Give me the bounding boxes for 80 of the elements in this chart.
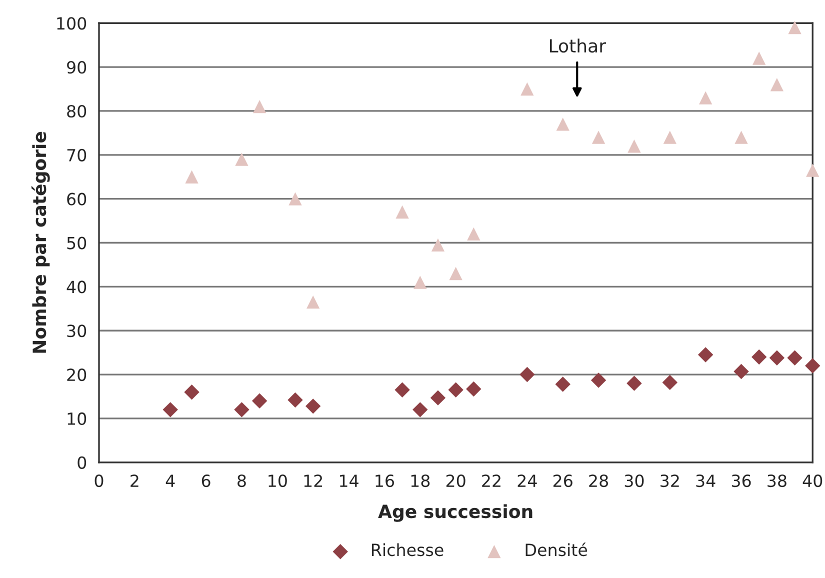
point bbox=[448, 382, 464, 398]
point bbox=[787, 350, 802, 366]
x-tick-label: 0 bbox=[94, 474, 104, 488]
legend-label: Richesse bbox=[372, 543, 444, 556]
legend-label: Densité bbox=[526, 542, 588, 556]
x-tick-label: 4 bbox=[166, 474, 175, 487]
x-tick-label: 38 bbox=[768, 474, 786, 488]
point bbox=[662, 374, 678, 390]
x-tick-label: 34 bbox=[696, 474, 716, 488]
point bbox=[252, 100, 266, 114]
y-tick-label: 40 bbox=[66, 280, 86, 294]
y-tick-label: 80 bbox=[67, 104, 86, 118]
point bbox=[306, 295, 320, 309]
point bbox=[234, 402, 250, 418]
point bbox=[788, 20, 802, 34]
point bbox=[430, 390, 446, 406]
x-tick-label: 2 bbox=[130, 474, 138, 487]
y-tick-label: 30 bbox=[67, 324, 86, 338]
x-tick-label: 10 bbox=[268, 474, 287, 488]
y-axis-title: Nombre par catégorie bbox=[31, 132, 50, 353]
point bbox=[751, 349, 767, 365]
point bbox=[556, 118, 570, 131]
y-tick-label: 100 bbox=[57, 17, 86, 30]
point bbox=[806, 164, 820, 177]
x-tick-label: 8 bbox=[238, 474, 246, 488]
point bbox=[698, 347, 714, 362]
point bbox=[288, 392, 303, 408]
point bbox=[770, 78, 784, 92]
point bbox=[414, 276, 427, 289]
point bbox=[431, 238, 445, 252]
point bbox=[466, 381, 482, 397]
point bbox=[805, 358, 820, 374]
annotation: Lothar bbox=[550, 38, 606, 53]
point bbox=[592, 130, 606, 144]
point bbox=[769, 350, 785, 366]
x-tick-label: 6 bbox=[202, 474, 210, 488]
y-tick-label: 20 bbox=[67, 368, 86, 382]
point bbox=[449, 266, 462, 280]
point bbox=[628, 140, 641, 153]
point bbox=[396, 205, 409, 219]
x-tick-label: 20 bbox=[446, 474, 466, 488]
point bbox=[663, 130, 676, 144]
y-tick-label: 50 bbox=[67, 236, 86, 250]
x-tick-label: 14 bbox=[340, 474, 358, 487]
x-tick-label: 28 bbox=[589, 474, 608, 488]
x-axis-title: Age succession bbox=[378, 504, 532, 522]
point bbox=[394, 382, 410, 398]
point bbox=[185, 170, 198, 184]
x-tick-label: 26 bbox=[553, 474, 572, 488]
point bbox=[467, 227, 480, 241]
point bbox=[520, 366, 535, 382]
y-tick-label: 60 bbox=[67, 192, 86, 206]
point bbox=[288, 192, 302, 206]
point bbox=[626, 376, 642, 391]
point bbox=[555, 376, 570, 392]
x-tick-label: 40 bbox=[802, 474, 822, 488]
x-tick-label: 16 bbox=[376, 474, 394, 488]
point bbox=[734, 364, 749, 380]
y-tick-label: 90 bbox=[67, 61, 86, 74]
x-tick-label: 36 bbox=[732, 474, 751, 488]
point bbox=[162, 402, 178, 418]
point bbox=[590, 372, 606, 388]
point bbox=[235, 152, 248, 166]
x-tick-label: 32 bbox=[660, 474, 679, 488]
point bbox=[305, 398, 321, 414]
point bbox=[520, 82, 534, 96]
x-tick-label: 24 bbox=[518, 474, 537, 487]
y-tick-label: 70 bbox=[67, 148, 86, 162]
point bbox=[752, 52, 766, 65]
point bbox=[184, 384, 200, 400]
x-tick-label: 30 bbox=[624, 474, 644, 488]
x-tick-label: 12 bbox=[304, 474, 322, 487]
point bbox=[412, 402, 428, 418]
x-tick-label: 18 bbox=[411, 474, 430, 488]
point bbox=[734, 130, 748, 144]
x-tick-label: 22 bbox=[482, 474, 500, 487]
point bbox=[698, 91, 712, 104]
y-tick-label: 10 bbox=[68, 412, 86, 426]
point bbox=[252, 393, 268, 409]
y-tick-label: 0 bbox=[78, 456, 86, 469]
